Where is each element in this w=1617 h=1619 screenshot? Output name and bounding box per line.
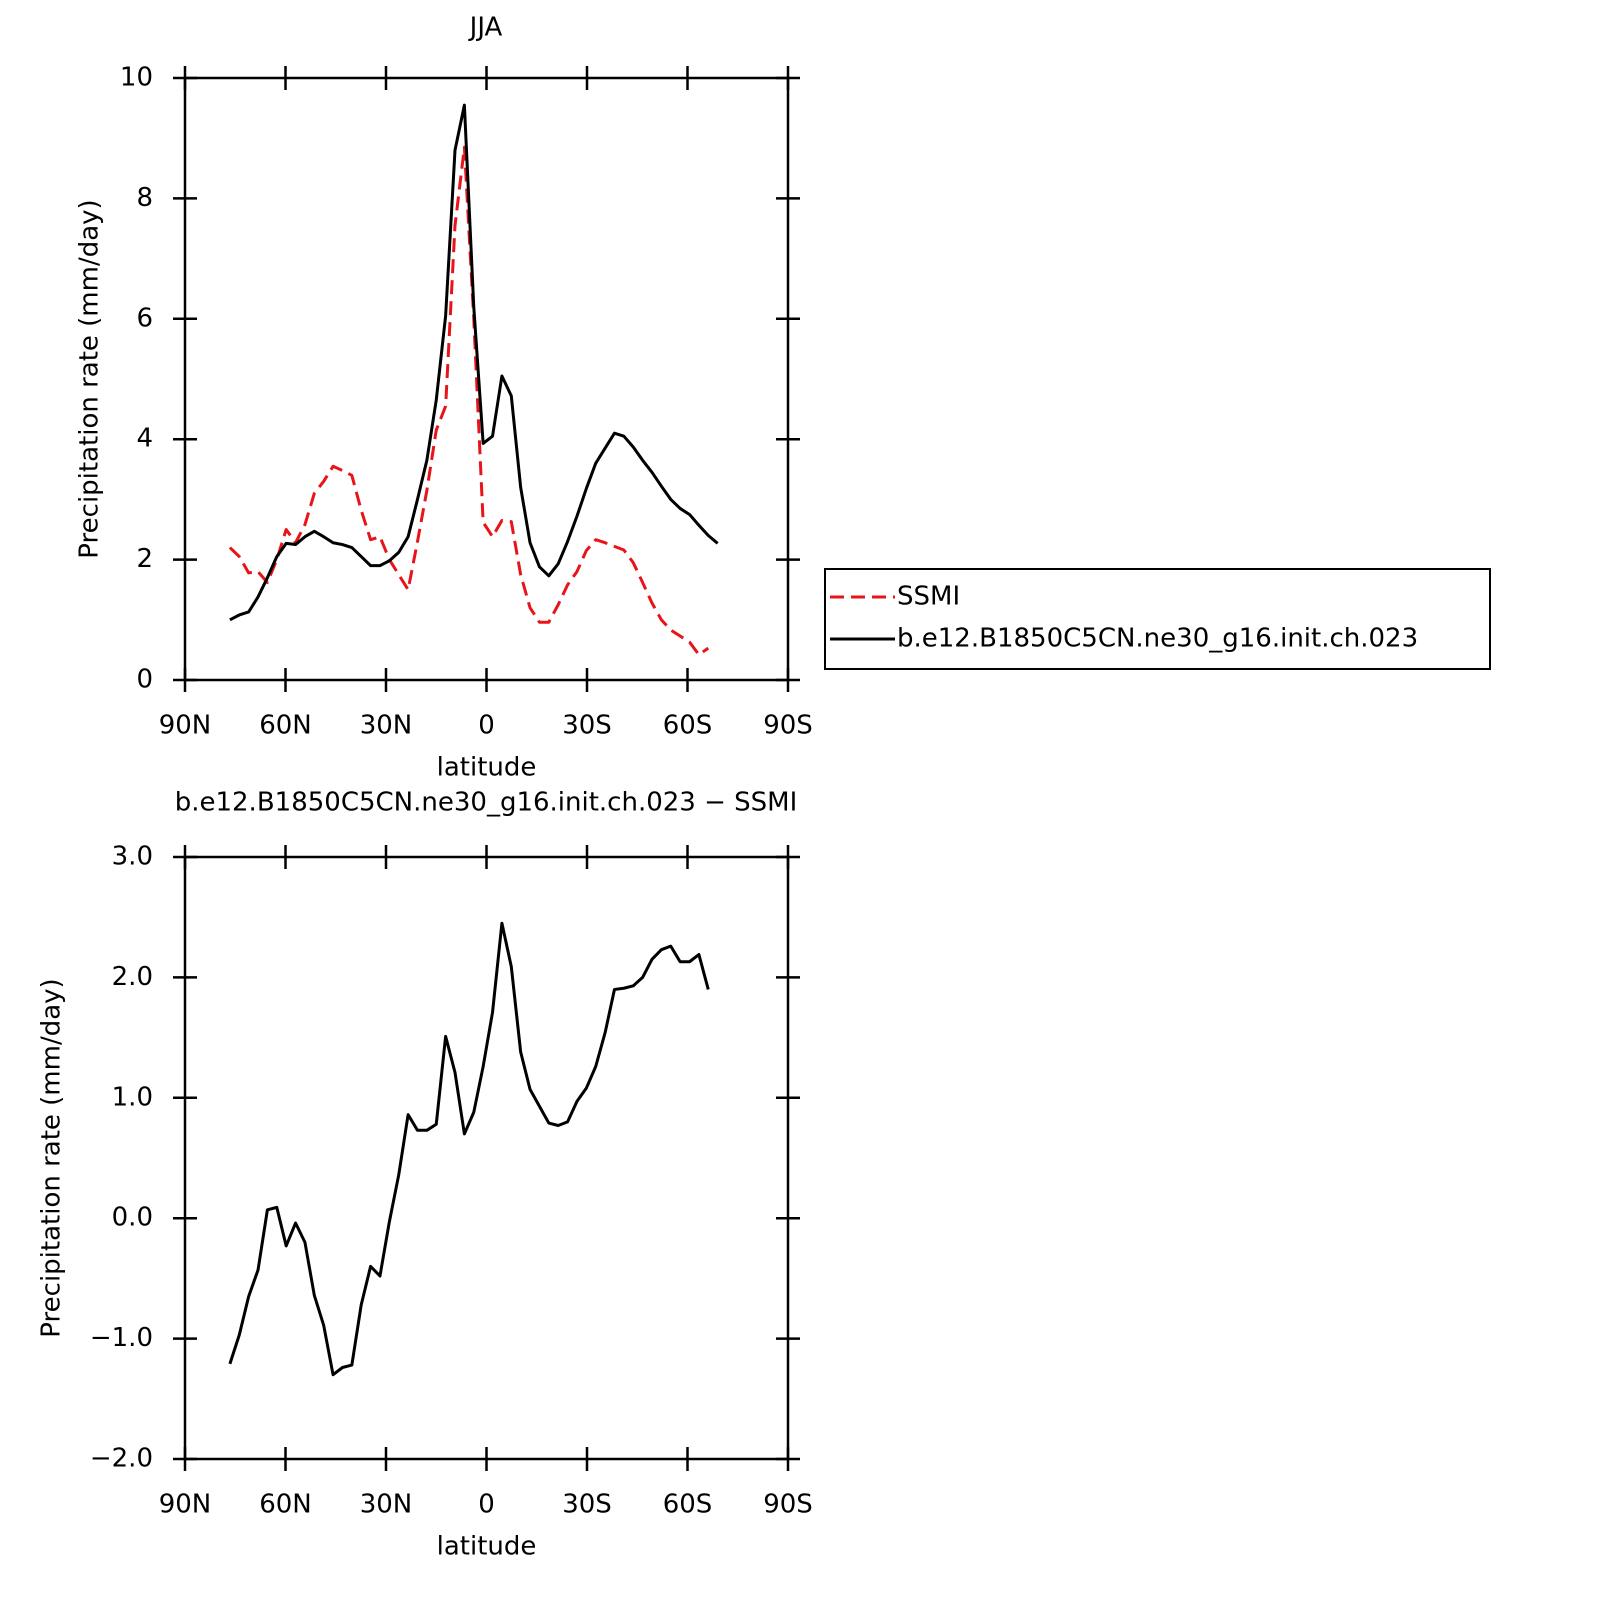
- x-tick-label: 90N: [159, 711, 212, 741]
- x-axis-label: latitude: [437, 1532, 537, 1562]
- data-line: [229, 103, 719, 622]
- y-tick-label: 2: [136, 544, 153, 574]
- y-tick-label: −2.0: [90, 1444, 153, 1474]
- x-tick-label: 30N: [360, 711, 413, 741]
- x-tick-label: 0: [478, 1490, 495, 1520]
- x-tick-label: 30N: [360, 1490, 413, 1520]
- y-tick-label: 8: [136, 183, 153, 213]
- legend-box: [824, 568, 1491, 670]
- x-tick-label: 90S: [763, 1490, 813, 1520]
- y-tick-label: 2.0: [112, 962, 153, 992]
- x-tick-label: 60S: [663, 711, 713, 741]
- y-tick-label: 4: [136, 424, 153, 454]
- data-line: [228, 921, 710, 1377]
- y-tick-label: 10: [120, 63, 153, 93]
- y-tick-label: 6: [136, 303, 153, 333]
- x-tick-label: 90N: [159, 1490, 212, 1520]
- x-tick-label: 0: [478, 711, 495, 741]
- x-axis-label: latitude: [437, 753, 537, 783]
- y-tick-label: 3.0: [112, 842, 153, 872]
- y-tick-label: 1.0: [112, 1082, 153, 1112]
- y-tick-label: 0: [136, 665, 153, 695]
- x-tick-label: 30S: [562, 711, 612, 741]
- y-axis-label: Precipitation rate (mm/day): [75, 199, 105, 558]
- legend-label: SSMI: [897, 582, 960, 612]
- x-tick-label: 30S: [562, 1490, 612, 1520]
- x-tick-label: 60N: [259, 711, 312, 741]
- plot-frame: [183, 76, 790, 682]
- x-tick-label: 90S: [763, 711, 813, 741]
- y-axis-label: Precipitation rate (mm/day): [37, 978, 67, 1337]
- x-tick-label: 60N: [259, 1490, 312, 1520]
- chart-title: b.e12.B1850C5CN.ne30_g16.init.ch.023 − S…: [175, 788, 798, 818]
- y-tick-label: −1.0: [90, 1323, 153, 1353]
- chart-title: JJA: [468, 13, 503, 43]
- legend-label: b.e12.B1850C5CN.ne30_g16.init.ch.023: [897, 624, 1418, 654]
- y-tick-label: 0.0: [112, 1203, 153, 1233]
- plot-frame: [183, 855, 790, 1461]
- x-tick-label: 60S: [663, 1490, 713, 1520]
